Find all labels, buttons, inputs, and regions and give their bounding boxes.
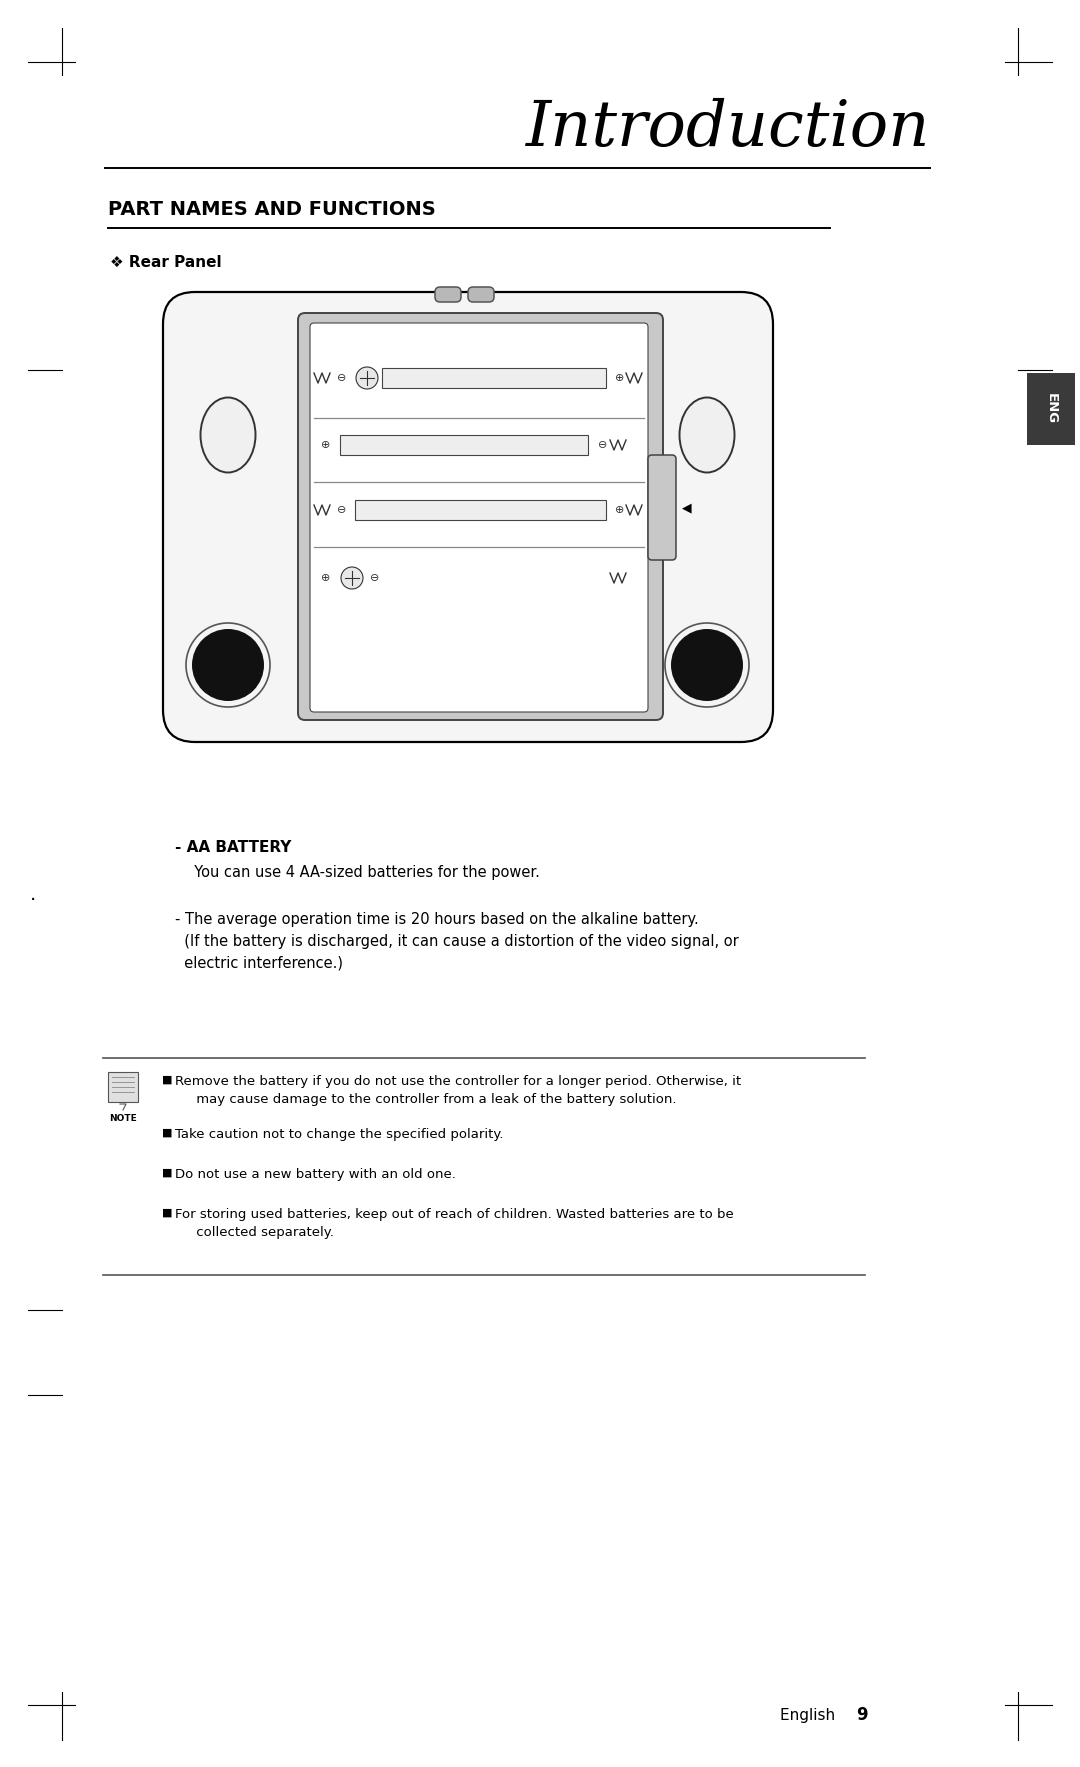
Circle shape bbox=[671, 629, 743, 701]
Text: ❖ Rear Panel: ❖ Rear Panel bbox=[110, 254, 221, 270]
FancyBboxPatch shape bbox=[468, 286, 494, 302]
Bar bbox=[340, 435, 588, 454]
FancyBboxPatch shape bbox=[163, 292, 773, 742]
Bar bbox=[108, 1073, 138, 1103]
Ellipse shape bbox=[679, 398, 734, 472]
Text: 9: 9 bbox=[856, 1705, 867, 1725]
Text: - The average operation time is 20 hours based on the alkaline battery.
  (If th: - The average operation time is 20 hours… bbox=[175, 912, 739, 970]
Text: ■: ■ bbox=[162, 1209, 173, 1217]
Text: ⊕: ⊕ bbox=[616, 373, 624, 383]
Text: ⊕: ⊕ bbox=[322, 573, 330, 583]
Text: ■: ■ bbox=[162, 1127, 173, 1138]
Text: ■: ■ bbox=[162, 1168, 173, 1179]
Text: - AA BATTERY: - AA BATTERY bbox=[175, 839, 292, 855]
Circle shape bbox=[192, 629, 264, 701]
Text: PART NAMES AND FUNCTIONS: PART NAMES AND FUNCTIONS bbox=[108, 200, 435, 219]
Bar bbox=[1027, 373, 1075, 445]
Bar bbox=[382, 368, 606, 389]
Ellipse shape bbox=[201, 398, 256, 472]
Text: Remove the battery if you do not use the controller for a longer period. Otherwi: Remove the battery if you do not use the… bbox=[175, 1074, 741, 1106]
Text: English: English bbox=[780, 1707, 840, 1723]
Text: ⊕: ⊕ bbox=[616, 505, 624, 514]
Text: ◀: ◀ bbox=[681, 502, 691, 514]
Text: Do not use a new battery with an old one.: Do not use a new battery with an old one… bbox=[175, 1168, 456, 1180]
Text: Introduction: Introduction bbox=[526, 99, 930, 161]
Text: ENG: ENG bbox=[1044, 394, 1057, 424]
Text: ■: ■ bbox=[162, 1074, 173, 1085]
Text: You can use 4 AA-sized batteries for the power.: You can use 4 AA-sized batteries for the… bbox=[185, 866, 540, 880]
Text: ⊖: ⊖ bbox=[337, 505, 347, 514]
FancyBboxPatch shape bbox=[648, 454, 676, 560]
Text: ⊖: ⊖ bbox=[337, 373, 347, 383]
Text: ⊖: ⊖ bbox=[598, 440, 608, 451]
Circle shape bbox=[356, 368, 378, 389]
FancyBboxPatch shape bbox=[298, 313, 663, 719]
Text: ⊕: ⊕ bbox=[322, 440, 330, 451]
Text: ·: · bbox=[30, 891, 37, 910]
Circle shape bbox=[341, 567, 363, 588]
FancyBboxPatch shape bbox=[435, 286, 461, 302]
Text: NOTE: NOTE bbox=[109, 1113, 137, 1124]
Text: Take caution not to change the specified polarity.: Take caution not to change the specified… bbox=[175, 1127, 503, 1141]
Text: ⊖: ⊖ bbox=[370, 573, 380, 583]
FancyBboxPatch shape bbox=[310, 323, 648, 712]
Bar bbox=[355, 500, 606, 519]
Text: For storing used batteries, keep out of reach of children. Wasted batteries are : For storing used batteries, keep out of … bbox=[175, 1209, 733, 1239]
